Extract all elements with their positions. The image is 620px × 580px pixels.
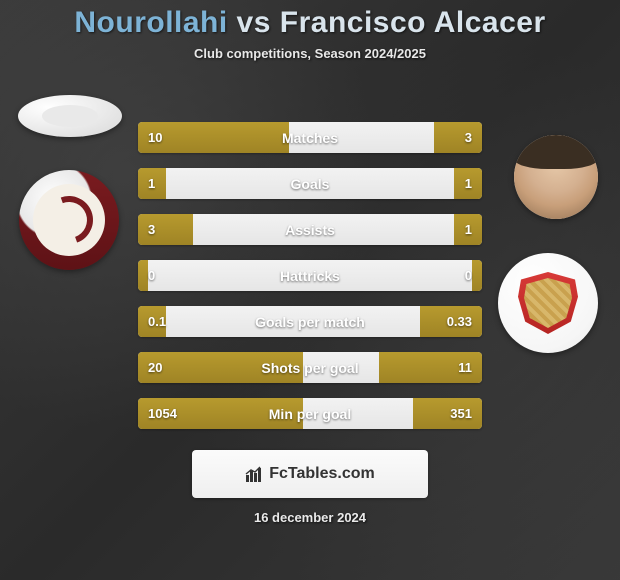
stat-bar-left [138, 168, 166, 199]
player-right-avatar [514, 135, 598, 219]
stat-bar-bg [138, 168, 482, 199]
stat-bar-right [434, 122, 482, 153]
stat-bar-left [138, 214, 193, 245]
club-left-badge-inner [33, 184, 105, 256]
snapshot-date: 16 december 2024 [0, 510, 620, 525]
comparison-subtitle: Club competitions, Season 2024/2025 [0, 46, 620, 61]
club-left-badge [19, 170, 119, 270]
stat-row: 0.10.33Goals per match [138, 306, 482, 337]
stat-bar-right [379, 352, 482, 383]
stat-row: 31Assists [138, 214, 482, 245]
stat-bar-left [138, 352, 303, 383]
club-left-swoosh-icon [37, 188, 101, 252]
club-right-shield-icon [518, 272, 578, 334]
stat-bar-left [138, 260, 148, 291]
stat-bar-right [413, 398, 482, 429]
title-player-left: Nourollahi [74, 6, 227, 39]
stat-row: 2011Shots per goal [138, 352, 482, 383]
stat-bar-right [420, 306, 482, 337]
hair-placeholder [514, 135, 598, 169]
stat-bar-left [138, 398, 303, 429]
player-left-avatar [18, 95, 122, 137]
stat-row: 1054351Min per goal [138, 398, 482, 429]
bar-chart-icon [245, 465, 263, 483]
stat-bar-right [454, 214, 482, 245]
stat-bar-right [472, 260, 482, 291]
title-vs: vs [228, 6, 280, 39]
stat-row: 00Hattricks [138, 260, 482, 291]
stat-row: 11Goals [138, 168, 482, 199]
club-right-badge [498, 253, 598, 353]
stat-bar-left [138, 306, 166, 337]
stat-bar-right [454, 168, 482, 199]
stat-bar-bg [138, 260, 482, 291]
stat-row: 103Matches [138, 122, 482, 153]
stats-panel: 103Matches 11Goals 31Assists 00Hattricks 0.1… [138, 122, 482, 444]
brand-box[interactable]: FcTables.com [192, 450, 428, 498]
title-player-right: Francisco Alcacer [280, 6, 546, 39]
stat-bar-left [138, 122, 289, 153]
brand-label: FcTables.com [269, 465, 375, 483]
silhouette-icon [40, 103, 100, 129]
content-wrap: Nourollahi vs Francisco Alcacer Club com… [0, 0, 620, 580]
comparison-title: Nourollahi vs Francisco Alcacer [0, 6, 620, 40]
